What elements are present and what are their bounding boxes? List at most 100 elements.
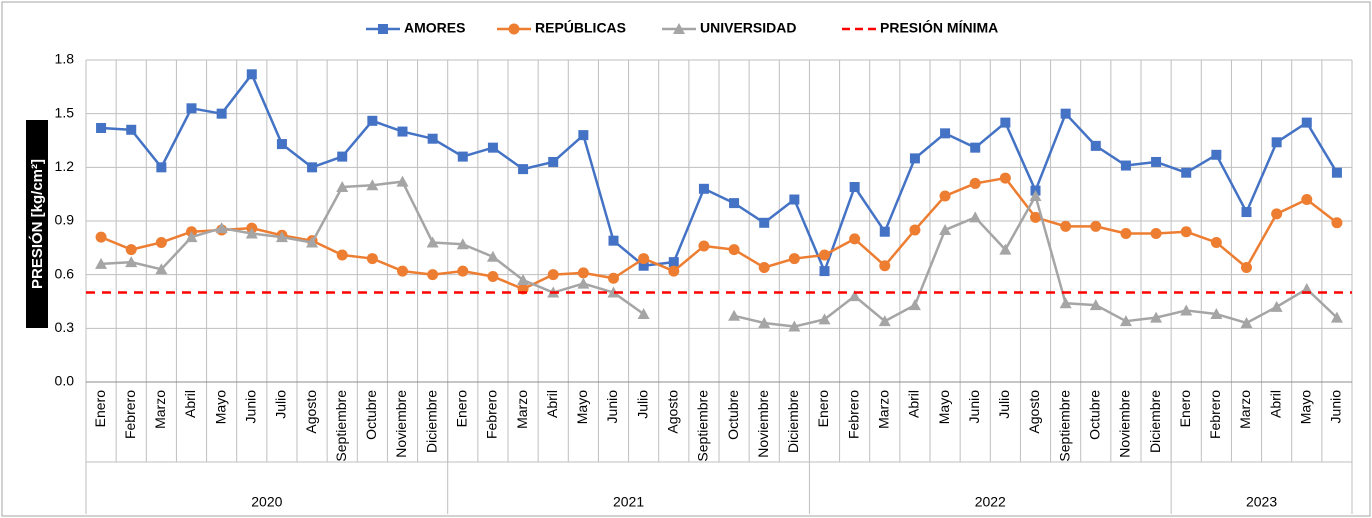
data-point-triangle [999,243,1012,255]
x-tick-label: Abril [906,390,922,418]
data-point-square [548,156,559,167]
data-point-circle [608,272,619,284]
data-point-triangle [848,290,861,302]
legend-label: AMORES [404,20,465,36]
data-point-triangle [577,277,590,289]
legend: AMORES REPÚBLICAS UNIVERSIDAD PRESIÓN MÍNIM… [366,19,998,36]
data-point-triangle [1240,316,1253,328]
y-tick-label: 0.0 [55,373,75,389]
data-point-triangle [1330,311,1343,323]
data-point-square [427,133,438,144]
data-point-circle [879,260,891,272]
x-tick-label: Mayo [212,390,228,424]
data-point-triangle [1119,315,1132,327]
data-point-circle [849,233,861,245]
data-point-square [608,235,619,246]
data-point-circle [1180,226,1192,238]
data-point-square [1331,167,1342,178]
legend-item: REPÚBLICAS [497,19,626,36]
data-point-square [668,257,679,268]
data-point-square [1090,140,1101,151]
y-axis-title-background [26,120,48,328]
data-point-square [1120,160,1131,171]
data-point-circle [909,224,921,236]
data-point-square [1271,137,1282,148]
data-point-circle [1090,220,1102,232]
x-tick-label: Septiembre [695,390,711,462]
data-point-circle [999,172,1011,184]
data-point-square [1301,117,1312,128]
x-tick-label: Abril [1267,390,1283,418]
x-tick-label: Febrero [122,390,138,439]
data-point-circle [698,240,710,252]
data-point-square [1181,167,1192,178]
data-point-square [156,162,167,173]
x-tick-label: Agosto [303,390,319,434]
data-point-square [849,182,860,193]
data-point-square [96,122,107,133]
x-tick-label: Febrero [845,390,861,439]
data-point-circle [508,23,520,35]
legend-label: UNIVERSIDAD [700,20,796,36]
x-tick-label: Junio [1328,390,1344,424]
x-tick-label: Marzo [514,390,530,429]
year-label: 2023 [1246,494,1277,510]
x-tick-label: Noviembre [1117,390,1133,458]
data-point-square [578,130,589,141]
x-tick-label: Agosto [1026,390,1042,434]
data-point-square [1151,156,1162,167]
data-point-circle [547,269,559,281]
data-point-square [367,115,378,126]
data-point-triangle [185,231,198,243]
data-point-circle [366,253,378,265]
data-point-square [246,69,257,80]
data-point-triangle [1029,189,1042,201]
data-point-circle [1271,208,1283,220]
data-point-triangle [336,181,349,193]
x-tick-label: Abril [544,390,560,418]
y-tick-label: 1.2 [55,158,75,174]
data-point-square [1211,149,1222,160]
data-point-square [698,183,709,194]
data-point-circle [819,249,830,261]
x-tick-label: Octubre [1086,390,1102,440]
data-point-circle [668,265,680,277]
y-tick-label: 1.5 [55,104,75,120]
x-tick-label: Mayo [574,390,590,424]
x-tick-label: Junio [242,390,258,424]
data-point-square [487,142,498,153]
x-tick-label: Marzo [152,390,168,429]
y-tick-label: 0.9 [55,212,75,228]
data-point-circle [1210,236,1222,248]
data-point-circle [1241,262,1252,274]
data-point-square [126,124,137,135]
data-point-triangle [1180,304,1193,316]
data-point-triangle [607,286,620,298]
year-label: 2022 [975,494,1006,510]
data-point-triangle [908,299,921,311]
data-point-triangle [1270,300,1283,312]
year-label: 2021 [613,494,644,510]
x-tick-label: Marzo [875,390,891,429]
data-point-square [1241,207,1252,218]
x-tick-label: Enero [815,390,831,428]
data-point-triangle [125,256,138,268]
y-tick-label: 0.6 [55,265,75,281]
x-tick-label: Noviembre [755,390,771,458]
data-point-square [1000,117,1011,128]
data-point-circle [397,265,408,277]
data-point-triangle [758,316,771,328]
x-tick-label: Enero [453,390,469,428]
x-tick-label: Julio [634,390,650,419]
data-point-circle [155,236,167,248]
data-point-circle [95,231,107,243]
data-point-circle [1060,220,1072,232]
data-point-circle [969,177,981,189]
series [86,69,1352,332]
data-point-circle [1150,228,1162,240]
data-point-triangle [517,274,530,286]
data-point-circle [788,253,800,265]
data-point-square [940,128,951,139]
data-point-triangle [1150,311,1163,323]
